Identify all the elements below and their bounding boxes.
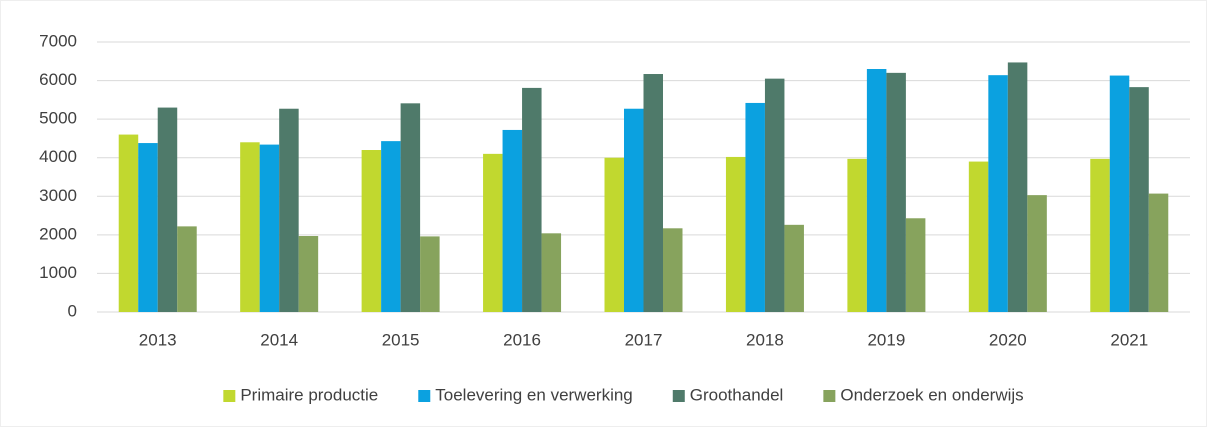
legend-swatch [418, 390, 431, 402]
x-tick-label: 2021 [1110, 330, 1148, 349]
bar [177, 226, 197, 312]
legend-swatch [823, 390, 836, 402]
bar [905, 218, 926, 312]
y-tick-label: 7000 [39, 31, 77, 50]
bar [624, 108, 644, 312]
bar [361, 150, 382, 312]
legend-label: Toelevering en verwerking [435, 385, 633, 404]
bar [381, 141, 401, 312]
bar [502, 129, 523, 312]
bar [522, 87, 542, 313]
bar [420, 236, 440, 312]
bar [259, 144, 280, 312]
bar [1109, 75, 1130, 312]
bar [1027, 195, 1047, 312]
bar [643, 74, 663, 312]
bar [784, 224, 804, 312]
y-tick-label: 1000 [39, 263, 77, 282]
x-tick-label: 2016 [503, 330, 541, 349]
y-tick-label: 0 [68, 301, 77, 320]
x-tick-label: 2018 [746, 330, 784, 349]
x-tick-label: 2020 [989, 330, 1027, 349]
bar [725, 156, 746, 312]
bar [866, 69, 887, 312]
bar [764, 78, 785, 313]
bar [1148, 193, 1169, 312]
y-tick-label: 4000 [39, 147, 77, 166]
y-tick-label: 2000 [39, 224, 77, 243]
legend-label: Onderzoek en onderwijs [840, 385, 1023, 404]
bar [118, 134, 139, 312]
bar [847, 158, 867, 312]
bar [968, 161, 989, 312]
bar [1129, 87, 1149, 312]
bar [988, 75, 1008, 313]
x-tick-label: 2014 [260, 330, 298, 349]
y-tick-label: 6000 [39, 70, 77, 89]
x-tick-label: 2015 [382, 330, 420, 349]
bar [157, 107, 178, 312]
legend-label: Primaire productie [240, 385, 378, 404]
bar [138, 143, 158, 312]
bar [541, 233, 562, 312]
legend-label: Groothandel [690, 385, 784, 404]
bar [663, 228, 683, 312]
y-tick-label: 3000 [39, 186, 77, 205]
bar [604, 157, 624, 312]
bar [483, 153, 503, 312]
bar [745, 102, 765, 312]
legend-swatch [223, 390, 236, 402]
bar [298, 236, 319, 312]
bar [279, 108, 299, 312]
y-tick-label: 5000 [39, 109, 77, 128]
bar [400, 103, 421, 312]
bar [886, 72, 906, 312]
bar [1007, 62, 1028, 312]
bar [240, 142, 260, 312]
x-tick-label: 2019 [867, 330, 905, 349]
legend-swatch [672, 390, 685, 402]
x-tick-label: 2013 [139, 330, 177, 349]
x-tick-label: 2017 [625, 330, 663, 349]
bar [1090, 158, 1110, 312]
